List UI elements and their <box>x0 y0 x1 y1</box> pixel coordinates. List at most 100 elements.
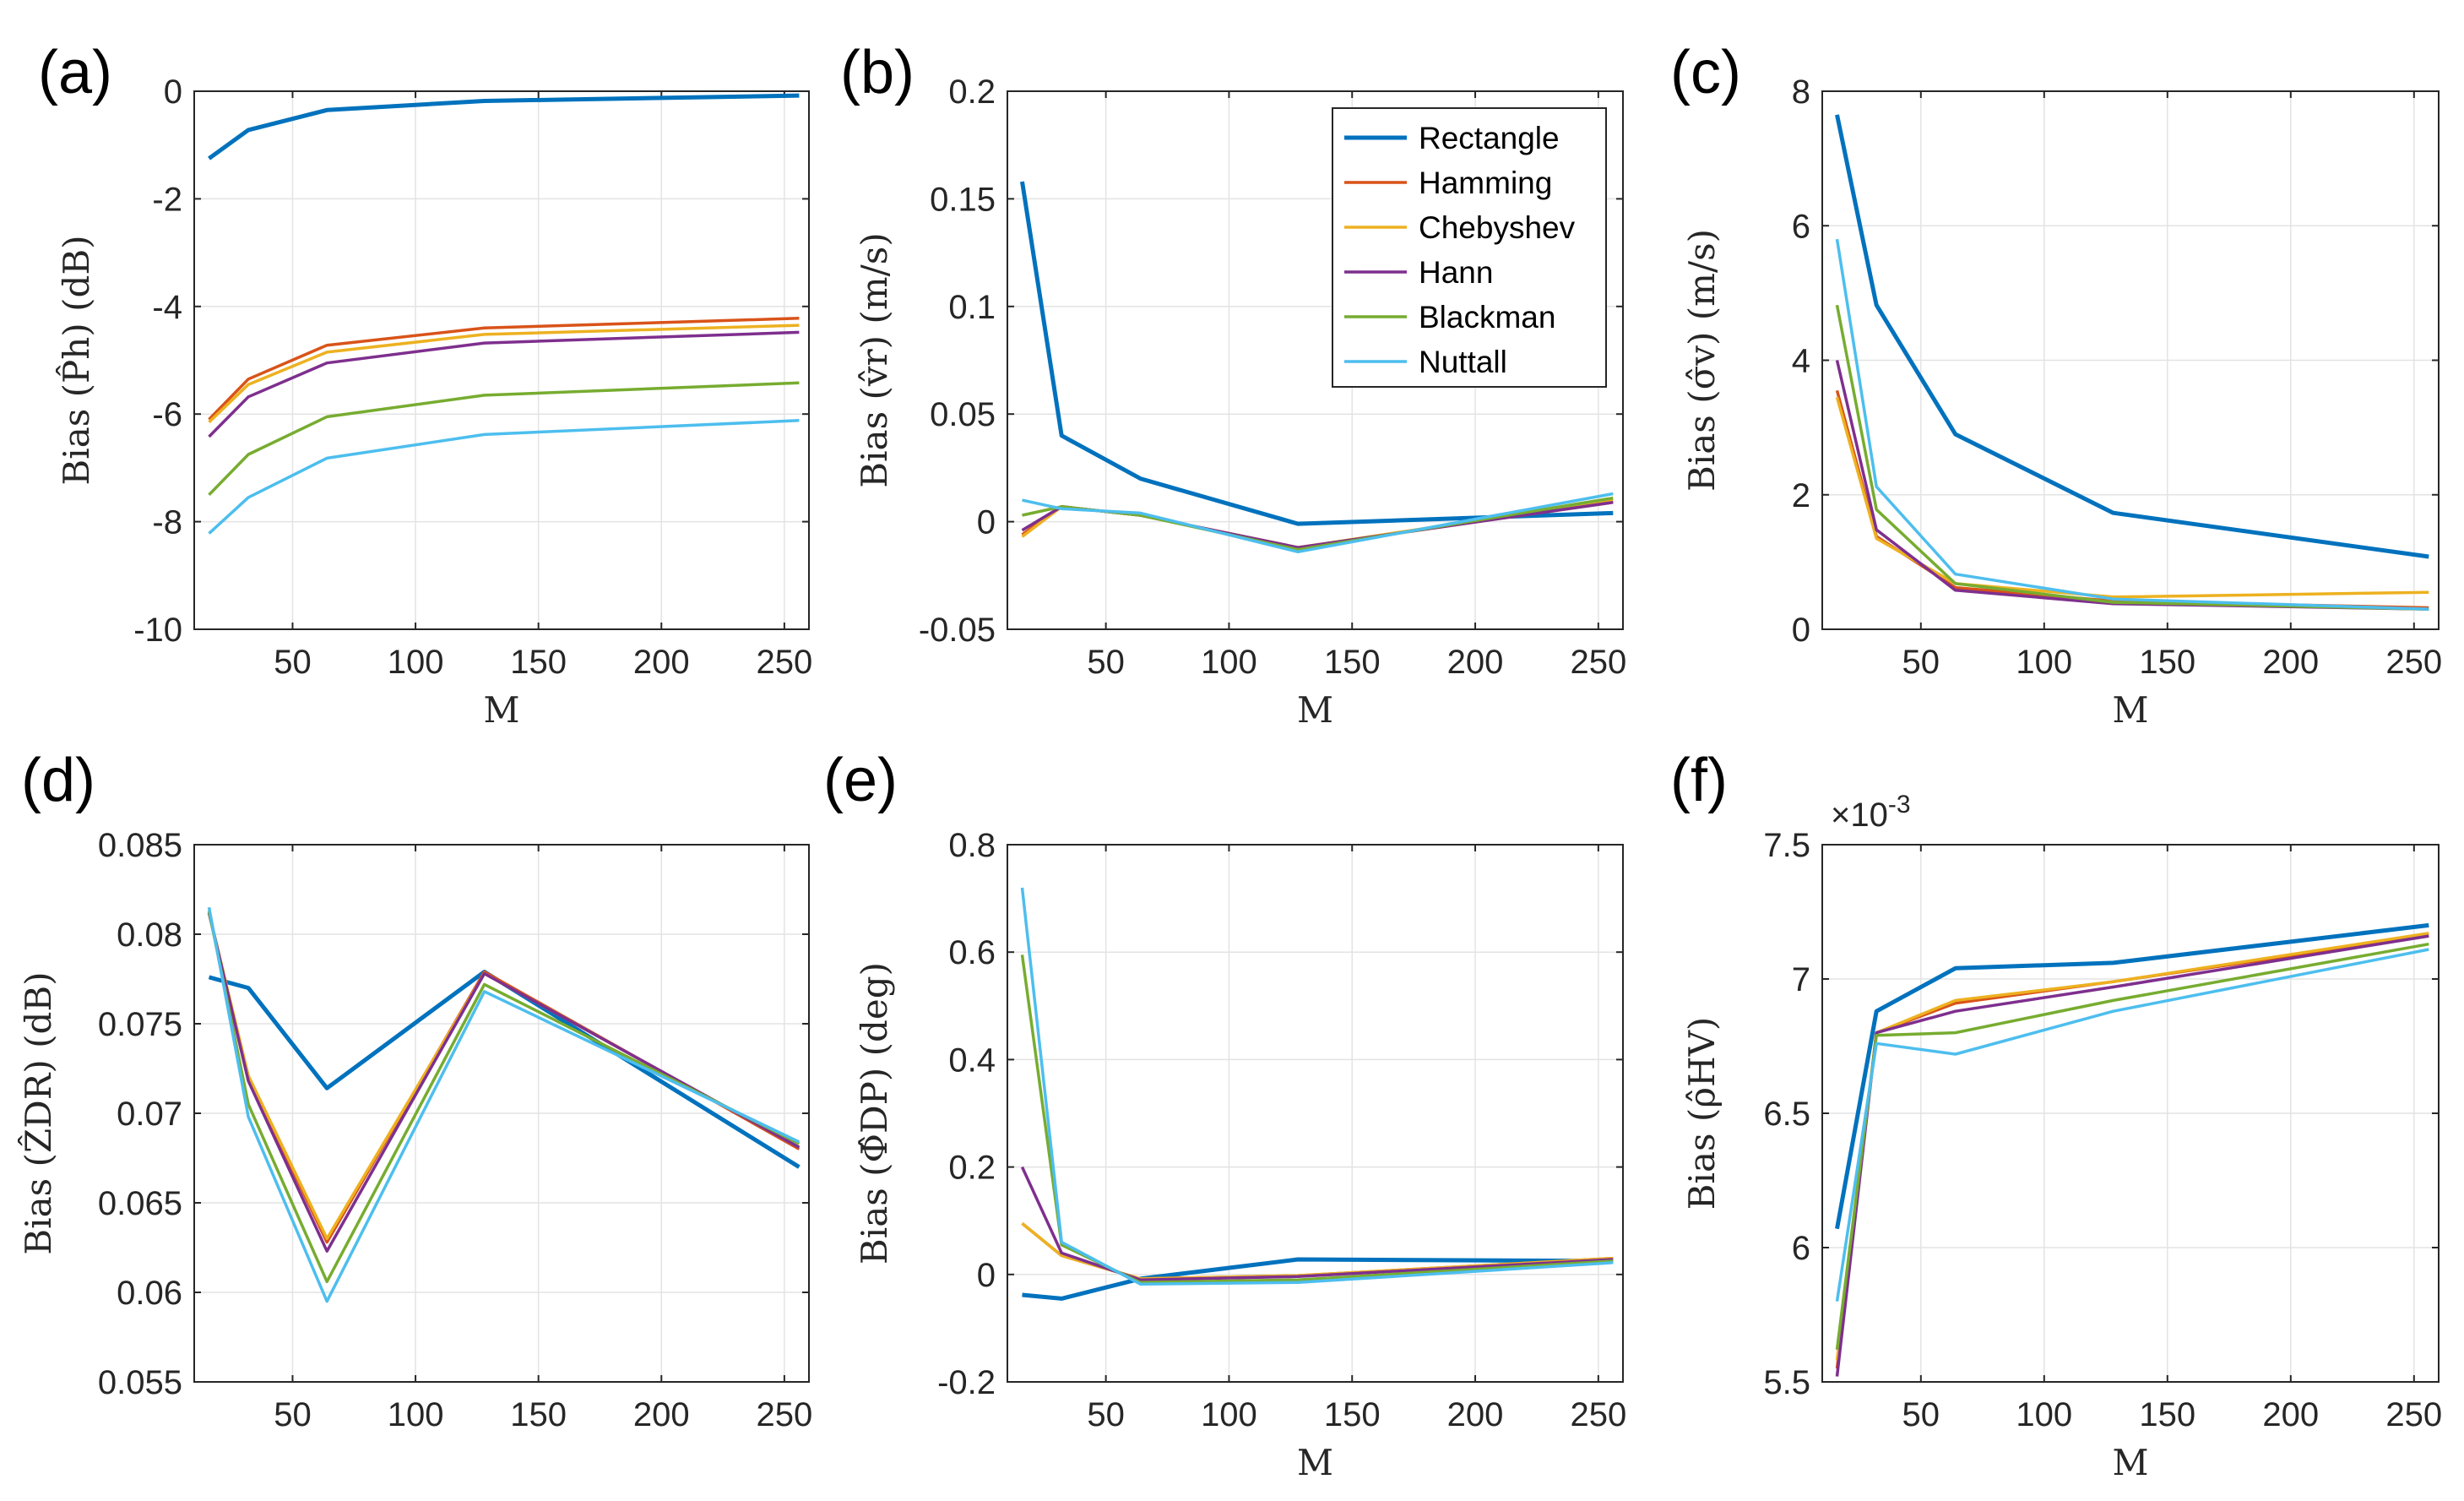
y-axis-label: Bias (Φ̂DP) (deg) <box>854 962 895 1264</box>
panel-label: (d) <box>21 747 95 814</box>
chart-panel-5: 50 100 150 200 250 -0.2 0 0.2 0.4 0.6 0.8 (e) M Bias … <box>823 747 1626 1483</box>
series-line-blackman <box>208 381 800 497</box>
x-tick-label: 150 <box>510 1396 567 1433</box>
x-tick-label: 200 <box>2262 1396 2319 1433</box>
x-axis-label: M <box>1297 689 1333 731</box>
series-line-nuttall <box>207 906 801 1303</box>
y-tick-label: 0.08 <box>117 916 182 954</box>
series-line-hann <box>1020 1166 1614 1281</box>
x-tick-label: 100 <box>388 644 444 681</box>
x-tick-label: 250 <box>2385 644 2442 681</box>
y-tick-label: -0.2 <box>937 1364 996 1401</box>
legend-label: Blackman <box>1419 300 1555 334</box>
x-tick-label: 50 <box>274 644 312 681</box>
x-tick-label: 250 <box>2385 1396 2442 1433</box>
y-tick-label: 0.4 <box>948 1041 996 1079</box>
legend-label: Hann <box>1419 255 1493 290</box>
x-tick-label: 150 <box>2139 644 2195 681</box>
x-tick-label: 250 <box>757 644 813 681</box>
x-axis-label: M <box>1297 1442 1333 1483</box>
y-tick-label: -8 <box>152 504 182 541</box>
y-tick-label: 0 <box>164 73 182 111</box>
x-tick-label: 100 <box>2016 1396 2072 1433</box>
y-tick-label: -0.05 <box>919 612 996 649</box>
x-tick-label: 100 <box>2016 644 2072 681</box>
panel-label: (c) <box>1670 39 1741 106</box>
x-tick-label: 50 <box>1087 644 1125 681</box>
x-tick-label: 50 <box>1087 1396 1125 1433</box>
panel-label: (a) <box>38 39 112 106</box>
x-axis-label: M <box>483 689 519 731</box>
legend-label: Rectangle <box>1419 121 1560 155</box>
series-line-hann <box>207 912 801 1253</box>
legend-item: Hann <box>1344 255 1493 290</box>
x-axis-label: M <box>2112 689 2148 731</box>
legend: Rectangle Hamming Chebyshev Hann Blackman Nut… <box>1332 107 1607 388</box>
y-tick-label: 0.1 <box>948 289 996 326</box>
series-line-rectangle <box>1020 181 1614 526</box>
x-tick-label: 200 <box>1447 1396 1504 1433</box>
y-tick-label: 5.5 <box>1763 1364 1810 1401</box>
panel-label: (e) <box>823 747 898 814</box>
y-tick-label: 6 <box>1792 1230 1810 1267</box>
y-tick-label: 0.075 <box>98 1006 182 1043</box>
legend-label: Chebyshev <box>1419 210 1576 245</box>
legend-label: Hamming <box>1419 166 1552 200</box>
x-tick-label: 250 <box>757 1396 813 1433</box>
y-tick-label: 0.07 <box>117 1096 182 1133</box>
x-tick-label: 200 <box>633 1396 690 1433</box>
series-line-hann <box>208 330 800 438</box>
chart-panel-1: 50 100 150 200 250 -10 -8 -6 -4 -2 0 (a) M Bias (P̂h)… <box>38 39 812 731</box>
x-tick-label: 100 <box>1201 644 1257 681</box>
x-tick-label: 250 <box>1570 1396 1626 1433</box>
chart-panel-4: 50 100 150 200 250 0.055 0.06 0.065 0.07 0.075 0.0… <box>17 747 812 1433</box>
series-line-nuttall <box>1835 948 2429 1302</box>
y-tick-label: -10 <box>133 612 182 649</box>
series-line-chebyshev <box>208 324 800 424</box>
x-tick-label: 150 <box>2139 1396 2195 1433</box>
x-tick-label: 100 <box>1201 1396 1257 1433</box>
y-tick-label: 0.085 <box>98 827 182 864</box>
series-line-blackman <box>1835 304 2429 611</box>
legend-label: Nuttall <box>1419 345 1507 379</box>
y-tick-label: 0.15 <box>930 181 996 218</box>
legend-box <box>1332 107 1607 388</box>
y-tick-label: 0 <box>977 504 996 541</box>
y-tick-label: 4 <box>1792 343 1810 380</box>
y-tick-label: 0.055 <box>98 1364 182 1401</box>
series-line-hamming <box>208 317 800 421</box>
x-tick-label: 200 <box>633 644 690 681</box>
chart-panel-6: 50 100 150 200 250 5.5 6 6.5 7 7.5 ×10-3 (f) M Bias (… <box>1670 747 2442 1483</box>
series-line-nuttall <box>1835 238 2429 611</box>
legend-item: Rectangle <box>1344 121 1560 155</box>
series-line-nuttall <box>208 419 800 535</box>
legend-item: Blackman <box>1344 300 1555 334</box>
y-tick-label: 0.2 <box>948 1150 996 1187</box>
x-tick-label: 150 <box>1324 1396 1381 1433</box>
x-tick-label: 200 <box>2262 644 2319 681</box>
y-tick-label: 6 <box>1792 208 1810 245</box>
legend-item: Chebyshev <box>1344 210 1576 245</box>
y-axis-label: Bias (σ̂v) (m/s) <box>1681 229 1723 492</box>
y-tick-label: 7 <box>1792 961 1810 998</box>
y-tick-label: -6 <box>152 396 182 433</box>
y-tick-label: 2 <box>1792 477 1810 514</box>
y-tick-label: 0.06 <box>117 1275 182 1312</box>
series-line-blackman <box>1835 942 2429 1351</box>
y-tick-label: 0.6 <box>948 934 996 971</box>
x-tick-label: 200 <box>1447 644 1504 681</box>
y-axis-label: Bias (ρ̂HV) <box>1681 1017 1723 1210</box>
chart-panel-3: 50 100 150 200 250 0 2 4 6 8 (c) M Bias (σ̂v) (m/s) <box>1670 39 2442 731</box>
y-tick-label: 8 <box>1792 73 1810 111</box>
y-tick-label: 0 <box>1792 612 1810 649</box>
y-tick-label: -2 <box>152 181 182 218</box>
y-tick-label: 0.2 <box>948 73 996 111</box>
series-line-rectangle <box>1835 922 2429 1230</box>
x-tick-label: 50 <box>1902 1396 1940 1433</box>
y-axis-label: Bias (v̂r) (m/s) <box>854 232 895 487</box>
y-tick-label: 0.05 <box>930 396 996 433</box>
y-tick-label: 6.5 <box>1763 1096 1810 1133</box>
y-axis-label: Bias (ẐDR) (dB) <box>17 971 59 1254</box>
panel-label: (f) <box>1670 747 1728 814</box>
